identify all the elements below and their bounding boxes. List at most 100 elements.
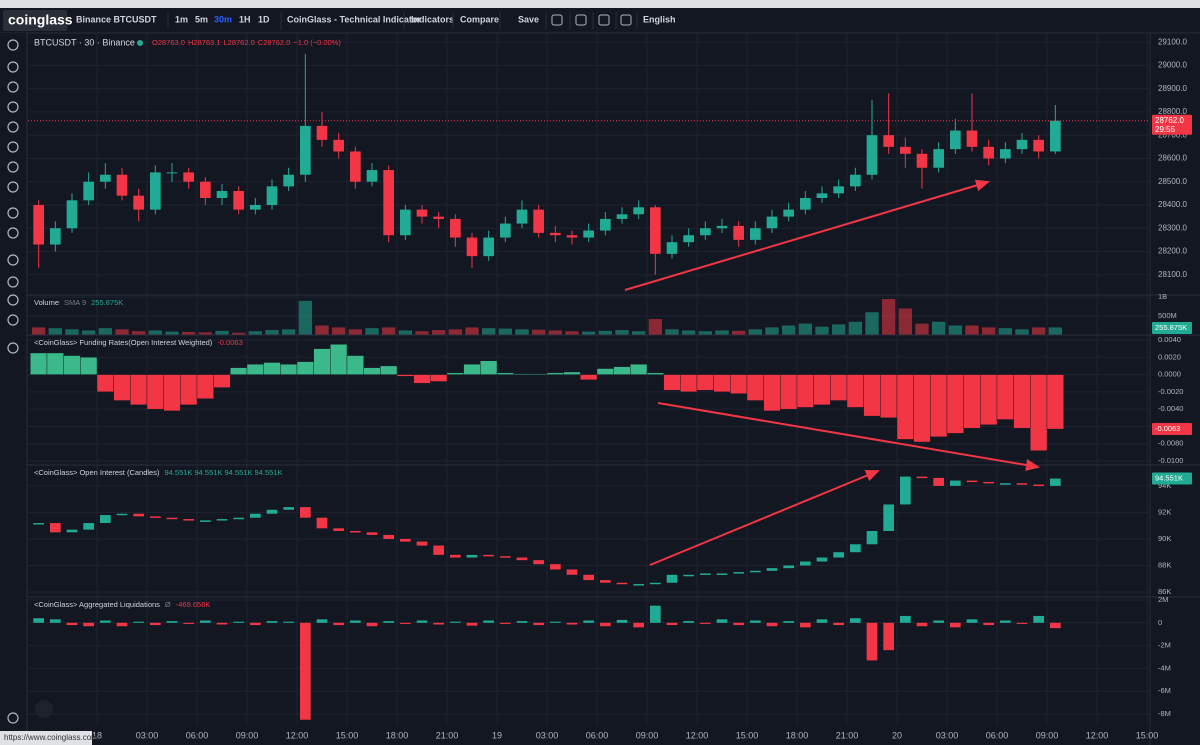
liquidation-bar — [716, 619, 728, 623]
oi-candle — [716, 573, 728, 575]
liquidation-bar — [933, 620, 944, 623]
candle-body — [100, 174, 111, 182]
liquidation-bar — [350, 620, 361, 623]
tool-icon[interactable] — [7, 81, 19, 93]
volume-bar — [798, 323, 812, 335]
volume-bar — [615, 330, 629, 335]
tool-icon[interactable] — [7, 161, 19, 173]
candle-body — [516, 209, 528, 224]
tool-icon[interactable] — [7, 141, 19, 153]
funding-bar — [1046, 374, 1064, 430]
tool-icon[interactable] — [7, 207, 19, 219]
tool-icon[interactable] — [7, 101, 19, 113]
ohlc-value: −1.0 (−0.00%) — [293, 38, 341, 47]
x-tick-label: 06:00 — [186, 730, 209, 740]
liquidation-bar — [516, 621, 528, 623]
oi-candle — [816, 557, 828, 562]
liquidation-bar — [633, 622, 644, 628]
oi-candle — [516, 557, 528, 561]
funding-bar — [896, 374, 914, 440]
tool-icon[interactable] — [7, 39, 19, 51]
tool-icon[interactable] — [7, 712, 19, 724]
oi-candle — [200, 520, 211, 522]
y-tick-label: -2M — [1158, 641, 1171, 650]
y-tick-label: 1B — [1158, 292, 1167, 301]
candle-body — [966, 130, 978, 147]
candle-body — [483, 237, 494, 257]
y-tick-label: 2M — [1158, 595, 1168, 604]
tool-icon[interactable] — [7, 61, 19, 73]
tool-icon[interactable] — [7, 314, 19, 326]
liquidation-bar — [216, 622, 228, 625]
interval[interactable]: 5m — [195, 14, 208, 24]
y-tick-label: 28500.0 — [1158, 177, 1187, 186]
liquidation-bar — [316, 619, 328, 623]
candle-body — [550, 232, 561, 236]
funding-bar — [596, 368, 614, 375]
liquidation-bar — [966, 619, 978, 623]
oi-candle — [933, 477, 944, 486]
oi-candle — [350, 530, 361, 533]
funding-bar — [996, 374, 1014, 420]
funding-bar — [330, 344, 348, 375]
candle-body — [266, 186, 278, 205]
axis-badge-value: 255.875K — [1155, 323, 1187, 332]
funding-bar — [30, 352, 48, 375]
volume-bar — [832, 324, 846, 335]
x-tick-label: 18:00 — [786, 730, 809, 740]
interval[interactable]: 1D — [258, 14, 270, 24]
candle-body — [116, 174, 128, 196]
volume-bar — [998, 328, 1012, 335]
tool-icon[interactable] — [7, 254, 19, 266]
toolbar-button[interactable]: Indicators — [411, 14, 454, 24]
oi-candle — [833, 552, 844, 558]
toolbar-button[interactable]: CoinGlass - Technical Indicator — [287, 14, 421, 24]
funding-bar — [313, 348, 331, 375]
toolbar-icon[interactable] — [551, 14, 563, 26]
candle-body — [816, 193, 828, 198]
funding-bar — [196, 374, 214, 399]
oi-candle — [916, 476, 928, 479]
volume-bar — [215, 330, 229, 335]
liquidation-bar — [583, 620, 594, 623]
toolbar-icon[interactable] — [598, 14, 610, 26]
y-tick-label: 28900.0 — [1158, 84, 1187, 93]
tool-icon[interactable] — [7, 181, 19, 193]
x-tick-label: 06:00 — [586, 730, 609, 740]
symbol[interactable]: Binance BTCUSDT — [76, 14, 157, 24]
ohlc-value: H28763.1 — [188, 38, 221, 47]
interval[interactable]: 1H — [239, 14, 251, 24]
liquidation-bar — [900, 615, 911, 623]
y-tick-label: 90K — [1158, 534, 1171, 543]
annotation-arrow — [649, 470, 880, 566]
tool-icon[interactable] — [7, 276, 19, 288]
candle-body — [950, 130, 961, 150]
toolbar-icon[interactable] — [575, 14, 587, 26]
tool-icon[interactable] — [7, 294, 19, 306]
logo[interactable]: coinglass — [8, 12, 73, 28]
oi-candle — [33, 523, 44, 525]
volume-bar — [648, 319, 662, 335]
interval[interactable]: 30m — [214, 14, 232, 24]
language[interactable]: English — [643, 14, 676, 24]
funding-bar — [246, 364, 264, 375]
volume-bar — [782, 325, 796, 335]
tool-icon[interactable] — [7, 227, 19, 239]
liquidation-bar — [1033, 615, 1044, 623]
toolbar-button[interactable]: Compare — [460, 14, 499, 24]
volume-bar — [365, 328, 379, 335]
y-tick-label: -6M — [1158, 686, 1171, 695]
tool-icon[interactable] — [7, 342, 19, 354]
liquidation-bar — [266, 621, 278, 623]
oi-candle — [1033, 484, 1044, 487]
candle-body — [200, 181, 211, 198]
funding-bar — [296, 361, 314, 375]
candle-body — [650, 207, 661, 254]
interval[interactable]: 1m — [175, 14, 188, 24]
toolbar-button[interactable]: Save — [518, 14, 539, 24]
liquidation-bar — [416, 620, 428, 623]
liquidation-bar — [383, 621, 394, 623]
toolbar-icon[interactable] — [620, 14, 632, 26]
tool-icon[interactable] — [7, 121, 19, 133]
